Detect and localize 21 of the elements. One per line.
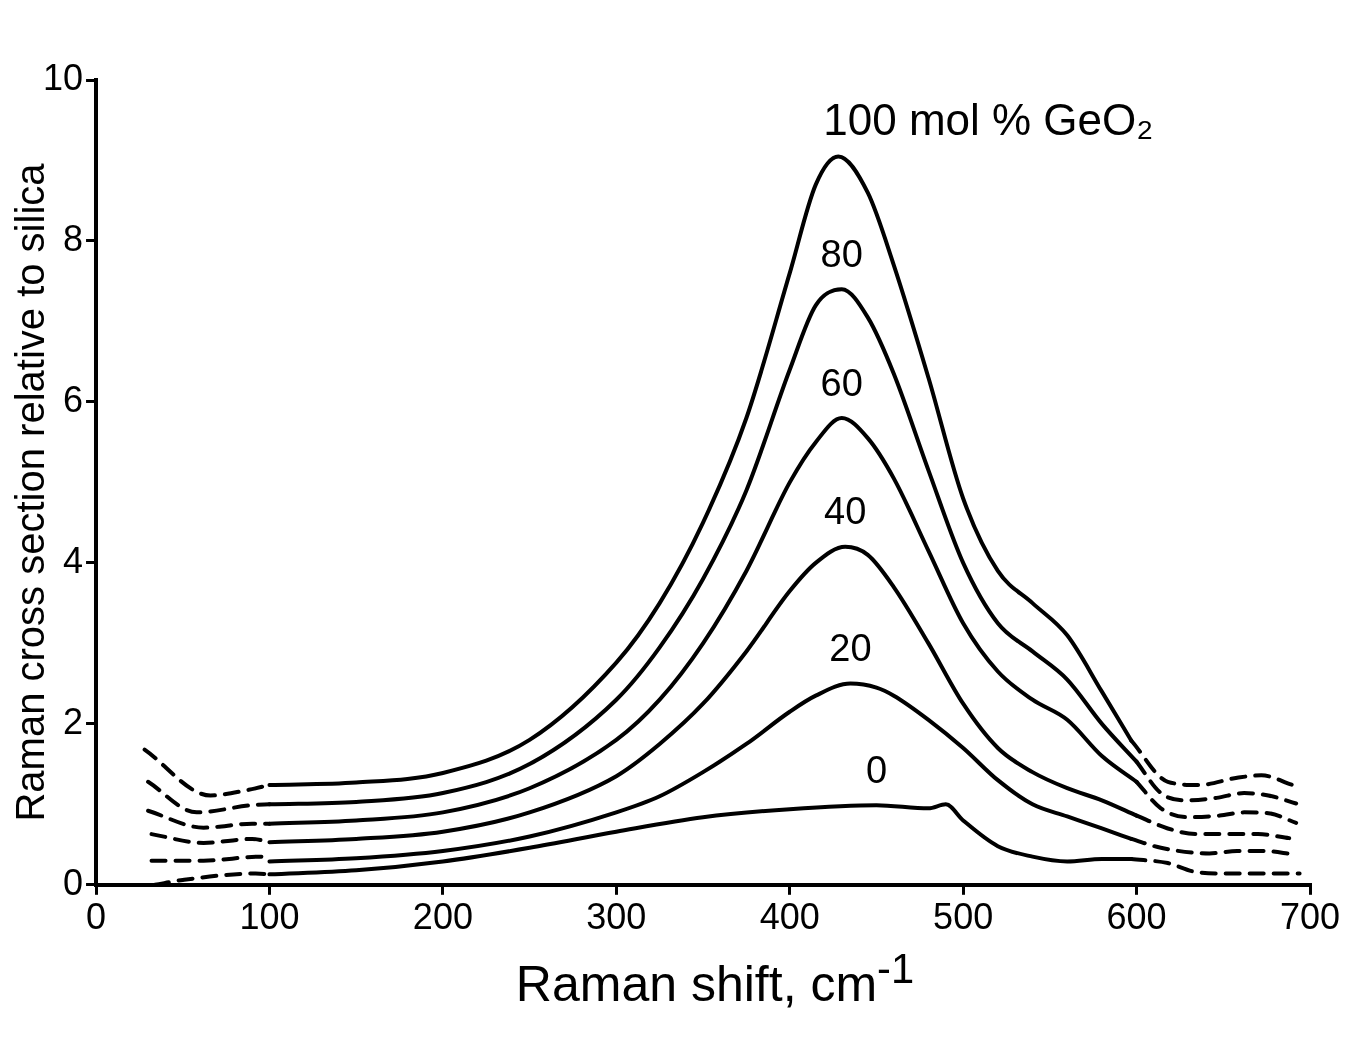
y-tick-label: 10 (43, 56, 84, 98)
x-tick-label: 200 (412, 896, 473, 938)
series-label: 40 (824, 490, 867, 533)
x-tick-label: 300 (586, 896, 647, 938)
x-tick-label: 500 (933, 896, 994, 938)
y-tick-label: 4 (63, 539, 84, 581)
x-tick-label: 600 (1106, 896, 1167, 938)
series-label: 80 (820, 232, 863, 275)
y-tick-label: 8 (63, 217, 84, 259)
series-label: 0 (865, 748, 888, 791)
x-tick-label: 700 (1279, 896, 1341, 938)
y-axis-title: Raman cross section relative to silica (7, 163, 52, 822)
series-label: 20 (829, 627, 872, 670)
series-label: 100 mol % GeO₂ (823, 94, 1154, 144)
y-tick-label: 0 (63, 861, 84, 903)
y-tick-label: 2 (63, 700, 84, 742)
x-tick-label: 400 (759, 896, 820, 938)
series-label: 60 (820, 361, 863, 404)
x-tick-label: 100 (239, 896, 300, 938)
x-axis-title: Raman shift, cm$^{-1}$ (514, 945, 916, 1013)
y-tick-label: 6 (63, 378, 84, 420)
